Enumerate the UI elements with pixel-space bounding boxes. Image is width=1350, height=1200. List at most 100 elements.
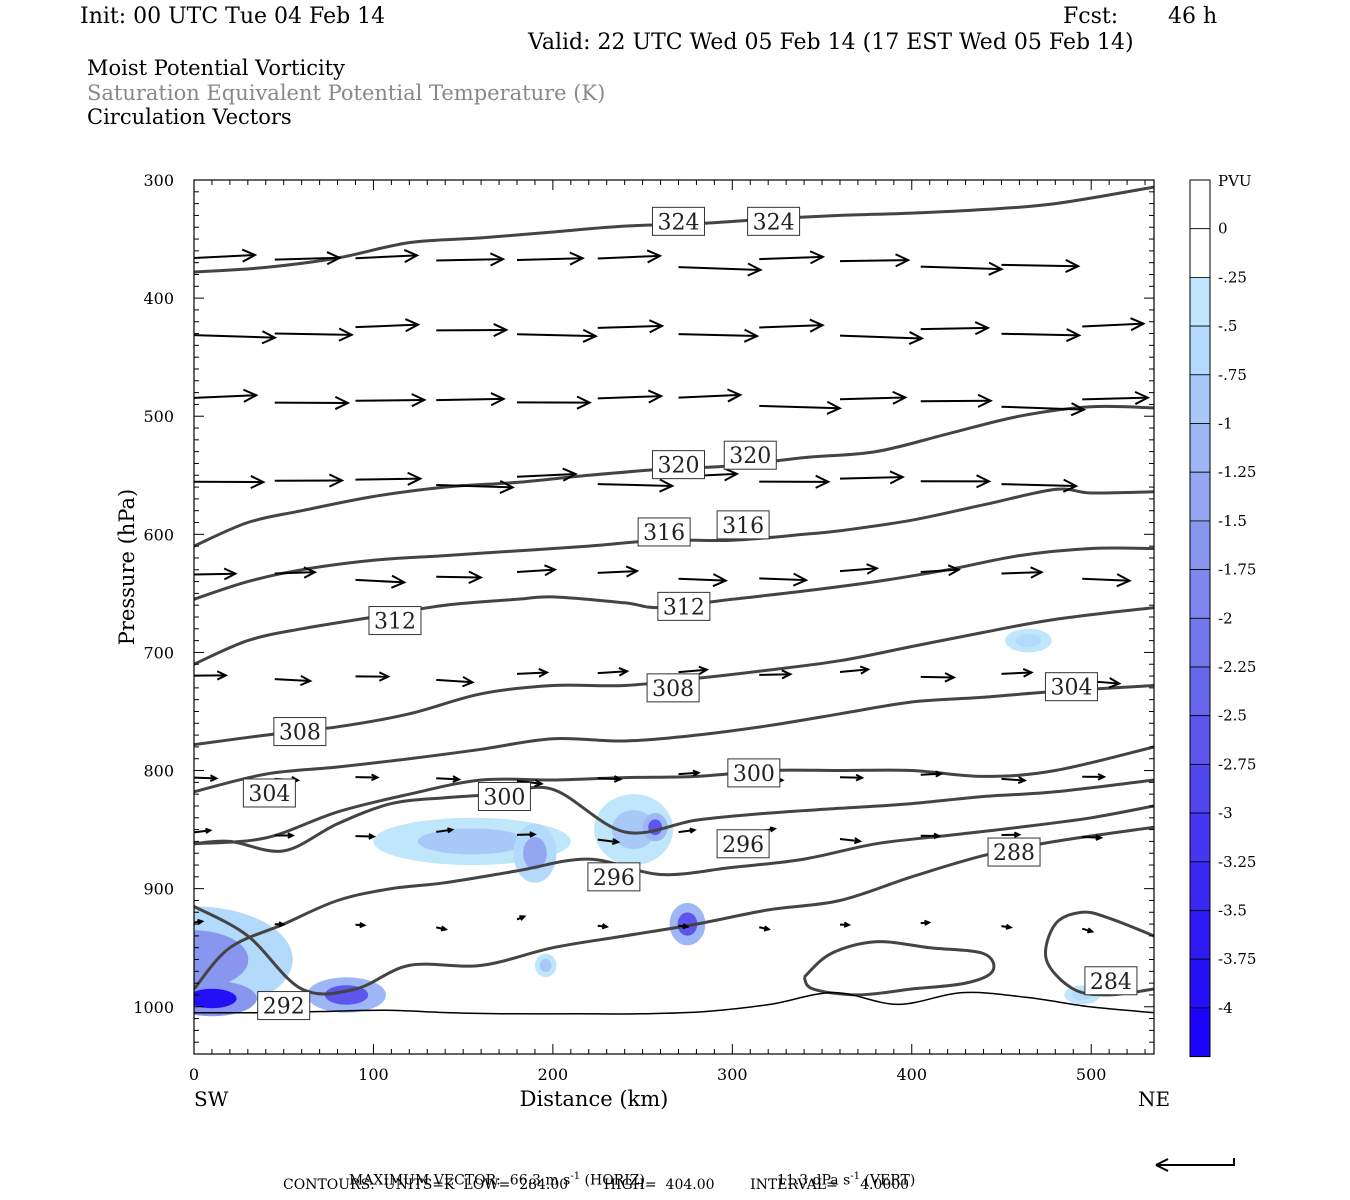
colorbar-swatch xyxy=(1189,617,1211,668)
contour-label-box xyxy=(637,517,691,547)
contour-label: 292 xyxy=(263,995,305,1020)
colorbar-tick-label: -3.25 xyxy=(1218,853,1256,871)
contour-label: 320 xyxy=(657,454,699,479)
vector-shaft xyxy=(839,838,861,843)
x-end-label-left: SW xyxy=(194,1087,229,1111)
contour-label-box xyxy=(368,606,422,636)
theta-contour-312 xyxy=(194,546,1154,666)
vector-shaft xyxy=(355,578,405,584)
vector-head xyxy=(682,923,690,930)
reference-vector-arrow-icon xyxy=(1155,1158,1235,1172)
x-tick-label: 400 xyxy=(896,1065,927,1084)
vert-label: (VERT) xyxy=(860,1172,916,1189)
vector-head xyxy=(611,837,621,846)
vector-shaft xyxy=(759,255,823,261)
vector-shaft xyxy=(1001,571,1042,575)
forecast-hour: 46 h xyxy=(1168,4,1218,29)
contour-label: 312 xyxy=(374,610,416,635)
colorbar-swatch xyxy=(1189,569,1211,619)
vector-head xyxy=(404,318,421,333)
vector-shaft xyxy=(597,483,673,487)
vector-head xyxy=(769,826,778,833)
vector-head xyxy=(197,918,205,926)
vector-head xyxy=(859,665,871,675)
vector-head xyxy=(447,827,455,834)
terrain-line xyxy=(193,991,1155,1015)
vector-head xyxy=(261,330,278,345)
colorbar-tick-label: -.75 xyxy=(1218,366,1247,384)
vector-shaft xyxy=(678,266,761,271)
colorbar-tick-label: 0 xyxy=(1218,220,1228,238)
vector-head xyxy=(727,388,743,403)
y-tick-label: 900 xyxy=(143,880,174,899)
vector-shaft xyxy=(920,399,991,403)
vector-head xyxy=(205,827,213,834)
vector-shaft xyxy=(1082,322,1144,328)
colorbar-swatch xyxy=(1189,958,1211,1009)
contour-label: 284 xyxy=(1090,970,1132,995)
vector-head xyxy=(371,773,380,782)
colorbar-tick-label: -1.5 xyxy=(1218,512,1247,530)
vector-head xyxy=(698,665,710,675)
colorbar-tick-label: -4 xyxy=(1218,999,1233,1017)
theta-contour-300 xyxy=(194,745,1154,846)
vector-head xyxy=(763,925,771,932)
contour-label: 300 xyxy=(483,786,525,811)
vector-head xyxy=(452,775,462,783)
vector-shaft xyxy=(1082,835,1102,839)
vector-head xyxy=(1062,478,1079,493)
contour-label: 304 xyxy=(248,782,290,807)
contour-label: 316 xyxy=(722,514,764,539)
vert-exp: -1 xyxy=(850,1171,861,1182)
vector-head xyxy=(1095,834,1104,841)
vector-shaft xyxy=(597,395,662,400)
contour-label-box xyxy=(1044,672,1098,702)
vector-shaft xyxy=(1082,396,1148,401)
vector-head xyxy=(895,253,911,268)
vector-shaft xyxy=(1001,332,1080,337)
contour-label: 316 xyxy=(643,521,685,546)
vector-head xyxy=(613,775,623,783)
colorbar-swatch xyxy=(1189,764,1211,814)
vector-shaft xyxy=(839,396,906,401)
vector-shaft xyxy=(516,473,576,478)
vector-head xyxy=(625,565,640,578)
vector-head xyxy=(407,471,423,486)
vector-head xyxy=(440,925,448,932)
vector-shaft xyxy=(193,334,275,339)
vector-shaft xyxy=(759,324,823,329)
vector-shaft xyxy=(839,259,909,263)
vector-head xyxy=(462,676,475,688)
contour-label-box xyxy=(987,837,1041,867)
vector-head xyxy=(944,672,957,683)
pv-shading xyxy=(194,628,1101,1017)
vector-head xyxy=(582,328,599,343)
vector-head xyxy=(562,467,578,482)
colorbar-tick-label: -3.75 xyxy=(1218,950,1256,968)
theta-contour-316 xyxy=(194,487,1154,601)
vector-shaft xyxy=(516,257,583,261)
vector-head xyxy=(792,572,809,587)
vector-shaft xyxy=(436,575,481,579)
vector-shaft xyxy=(355,477,421,481)
horiz-label: (HORIZ) xyxy=(580,1172,645,1189)
vector-shaft xyxy=(597,838,619,844)
init-time: Init: 00 UTC Tue 04 Feb 14 xyxy=(80,4,386,29)
vector-shaft xyxy=(920,568,959,573)
x-tick-label: 200 xyxy=(538,1065,569,1084)
colorbar-swatch xyxy=(1189,423,1211,473)
colorbar-swatch xyxy=(1189,910,1211,960)
colorbar-tick-label: -1.75 xyxy=(1218,561,1256,579)
x-axis-title: Distance (km) xyxy=(520,1087,669,1111)
contour-labels: 324 324 320 320 316 316 312 312 308 304 308 304 300 3… xyxy=(242,206,1138,1021)
vector-head xyxy=(853,837,863,845)
vector-head xyxy=(1005,923,1013,930)
vector-head xyxy=(242,388,259,403)
forecast-label: Fcst: xyxy=(1063,4,1119,29)
colorbar-swatch xyxy=(1189,179,1211,230)
vector-head xyxy=(216,670,229,681)
vector-head xyxy=(403,248,420,263)
colorbar-swatch xyxy=(1189,325,1211,376)
contour-label: 296 xyxy=(722,833,764,858)
contour-label: 308 xyxy=(652,677,694,702)
